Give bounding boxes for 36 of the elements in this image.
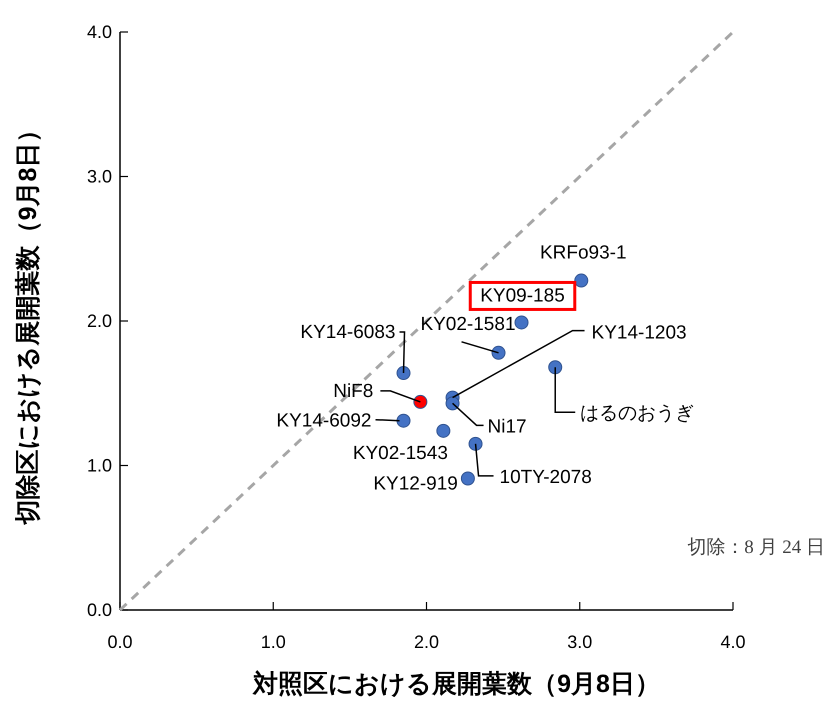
annotation: KY09-185	[480, 285, 565, 306]
point	[446, 396, 460, 410]
point	[468, 436, 483, 451]
x-tick-label: 3.0	[567, 632, 592, 652]
point	[492, 346, 506, 360]
point	[396, 414, 411, 428]
point	[413, 394, 428, 409]
y-tick-label: 0.0	[86, 600, 112, 620]
annotation: Ni17	[488, 416, 527, 438]
annotation: KY02-1581	[420, 314, 516, 335]
annotation: NiF8	[333, 380, 374, 402]
point	[396, 366, 411, 380]
y-tick-label: 4.0	[86, 22, 112, 42]
x-axis-title: 対照区における展開葉数（9月8日）	[252, 670, 660, 698]
point	[436, 424, 450, 438]
annotation: 10TY-2078	[500, 466, 592, 488]
y-tick-label: 3.0	[86, 166, 112, 186]
point	[514, 315, 529, 330]
annotation: はるのおうぎ	[580, 403, 694, 424]
y-axis-title: 切除区における展開葉数（9月8日）	[14, 118, 42, 526]
annotation: KY02-1543	[352, 442, 448, 464]
y-tick-label: 1.0	[86, 456, 112, 476]
point	[548, 360, 562, 374]
annotation: 切除：8 月 24 日	[687, 537, 825, 558]
x-tick-label: 4.0	[720, 632, 746, 652]
point	[460, 472, 475, 486]
annotation: KY12-919	[373, 474, 458, 495]
annotation: KRFo93-1	[540, 242, 627, 264]
annotation: KY14-6092	[276, 410, 372, 432]
x-tick-label: 1.0	[260, 632, 286, 652]
annotation: KY14-6083	[300, 322, 396, 344]
point	[574, 274, 588, 288]
y-tick-label: 2.0	[86, 311, 112, 331]
x-tick-label: 0.0	[107, 632, 133, 652]
annotation: KY14-1203	[592, 322, 687, 344]
x-tick-label: 2.0	[414, 632, 440, 652]
